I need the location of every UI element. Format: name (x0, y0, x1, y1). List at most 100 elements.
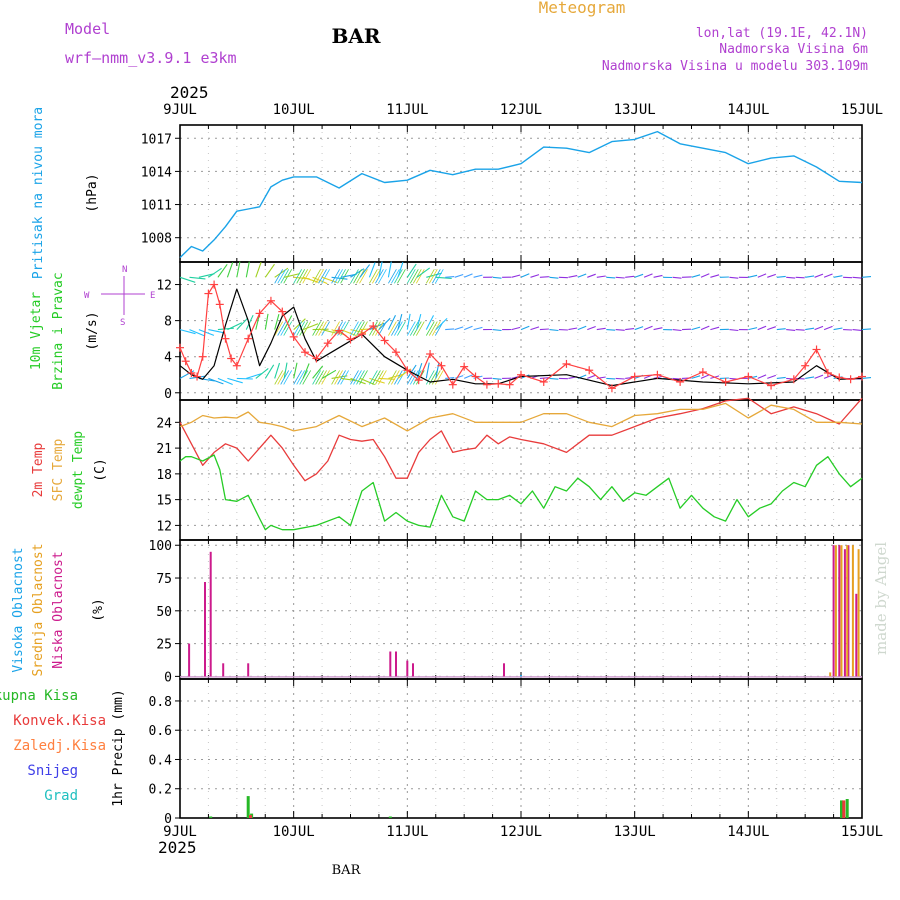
wind-arrow (189, 329, 205, 337)
wind-arrow (492, 329, 502, 332)
temperature-ytick: 21 (156, 442, 172, 457)
wind-arrow (397, 313, 403, 330)
wind-hatch (428, 269, 438, 284)
cloud-bar (389, 651, 392, 677)
cloud-bar (412, 663, 414, 677)
wind-arrow (293, 362, 298, 379)
wind-arrow (283, 315, 293, 330)
cloud-bar (204, 582, 206, 677)
wind-arrow (767, 374, 776, 379)
wind-hatch (356, 370, 365, 385)
temperature-panel: 12 15 18 21 24 (156, 397, 863, 541)
pressure-ytick: 1008 (141, 232, 172, 247)
cloud-bar (855, 593, 858, 677)
wind-arrow (226, 262, 234, 278)
wind-arrow (587, 374, 596, 379)
wind-hatch (331, 321, 340, 336)
altitude-label: Nadmorska Visina 6m (719, 42, 868, 57)
model-label: Model (65, 20, 110, 38)
wind-hatch (334, 370, 343, 385)
wind-arrow (767, 326, 776, 331)
wind-arrow (255, 367, 269, 379)
wind-hatch (283, 321, 293, 336)
wind-hatch (406, 269, 416, 284)
wind-hatch (359, 269, 368, 284)
cloud-ytick: 50 (156, 605, 172, 620)
wind-arrow (786, 329, 796, 331)
wind-arrow (577, 325, 587, 331)
wind-hatch (312, 370, 321, 385)
wind-hatch (369, 370, 378, 385)
wind-arrow (264, 364, 275, 379)
cloud-bar (188, 643, 191, 677)
x-day-label-bottom: 14JUL (727, 824, 769, 840)
wind-arrow (786, 276, 796, 279)
wind-hatch (331, 370, 340, 385)
wind-arrow (606, 276, 616, 279)
wind-arrow (236, 317, 249, 330)
precip-panel: 0 0.2 0.4 0.6 0.8 (149, 678, 863, 827)
wind-hatch (318, 269, 327, 284)
wind-hatch (378, 370, 387, 385)
wind-arrow (852, 329, 862, 331)
wind-arrow (454, 326, 464, 331)
wind-arrow (539, 276, 549, 278)
wind-arrow (340, 329, 357, 337)
wind-arrow (179, 276, 196, 283)
wind-arrow (321, 276, 338, 284)
wind-arrow (615, 377, 625, 380)
wind-hatch (318, 321, 327, 336)
cloud-ytick: 0 (164, 670, 172, 685)
wind-speed-line (179, 283, 863, 389)
wind-arrow (805, 327, 815, 331)
wind-arrow (606, 329, 616, 331)
wind-arrow (321, 369, 337, 379)
wind-arrow (643, 325, 653, 331)
cloud-bar (851, 545, 854, 677)
x-day-label-top: 12JUL (500, 102, 542, 118)
wind-hatch (391, 370, 400, 385)
wind-arrow (606, 377, 616, 380)
precip-bar (845, 799, 849, 818)
wind-hatch (388, 269, 397, 284)
cloud-bar (857, 549, 860, 677)
cloud-bar (847, 545, 850, 677)
wind-arrow (833, 275, 843, 278)
wind-title-2: Brzina i Pravac (51, 272, 66, 389)
wind-hatch (315, 321, 324, 336)
precip-ytick: 0 (164, 812, 172, 827)
rose-s: S (120, 318, 125, 328)
precip-ytick: 0.8 (149, 695, 172, 710)
pressure-ytick: 1014 (141, 165, 172, 180)
wind-arrow (378, 377, 395, 380)
wind-hatch (296, 269, 306, 284)
precip-bar (209, 816, 213, 818)
precip-ytick: 0.4 (149, 753, 173, 768)
cloud-bar (503, 663, 505, 677)
precip-bar (246, 796, 250, 818)
wind-arrow (387, 261, 392, 278)
wind-title-1: 10m Vjetar (29, 292, 44, 370)
wind-arrow (795, 329, 805, 331)
temp-legend-t2m: 2m Temp (31, 442, 46, 497)
wind-hatch (334, 269, 343, 284)
cloud-bar (209, 551, 212, 677)
wind-arrow (378, 261, 383, 278)
x-day-label-top: 15JUL (841, 102, 883, 118)
wind-arrow (710, 274, 720, 278)
wind-arrow (435, 276, 452, 279)
wind-hatch (356, 321, 365, 336)
wind-hatch (293, 269, 303, 284)
wind-arrow (814, 273, 824, 278)
x-day-label-top: 11JUL (386, 102, 428, 118)
wind-arrow (227, 322, 243, 331)
wind-hatch (350, 370, 359, 385)
temperature-ytick: 12 (156, 519, 172, 534)
wind-arrow (823, 273, 833, 278)
wind-arrow (492, 276, 502, 279)
coords-label: lon,lat (19.1E, 42.1N) (696, 26, 868, 41)
precip-legend-item: Konvek.Kisa (13, 713, 106, 729)
wind-arrow (672, 329, 682, 332)
precip-legend-item: Grad (44, 788, 78, 804)
wind-hatch (375, 370, 384, 385)
